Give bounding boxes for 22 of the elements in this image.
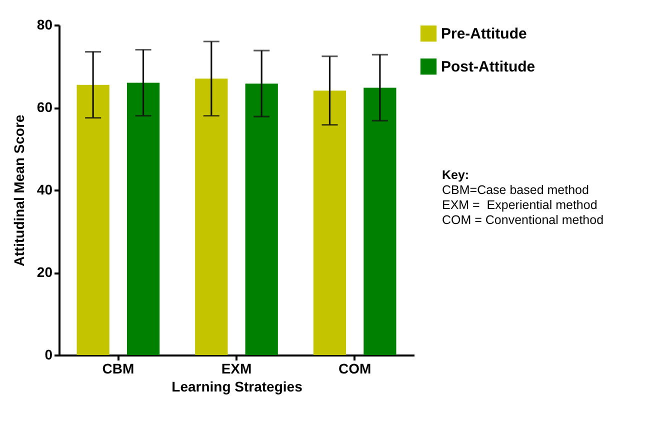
x-tick-label: EXM	[221, 360, 252, 376]
bar	[313, 90, 346, 355]
y-axis-title: Attitudinal Mean Score	[10, 114, 27, 266]
y-tick-label: 60	[36, 99, 53, 115]
bar	[195, 78, 228, 355]
legend-label: Post-Attitude	[441, 58, 536, 76]
text: EXM = Experiential method	[442, 198, 598, 213]
bar	[76, 84, 110, 355]
legend-label: Pre-Attitude	[441, 26, 527, 42]
x-tick-label: CBM	[102, 360, 134, 376]
y-tick-label: 20	[36, 264, 53, 280]
text: Key:	[442, 168, 470, 183]
bar	[245, 84, 278, 355]
y-tick-label: 0	[44, 346, 53, 362]
text: COM = Conventional method	[442, 213, 604, 228]
x-tick-label: COM	[338, 360, 372, 376]
bar	[364, 88, 396, 355]
bar	[126, 82, 160, 355]
y-tick-label: 40	[36, 182, 53, 198]
text: CBM=Case based method	[442, 183, 590, 198]
x-axis-title: Learning Strategies	[172, 378, 303, 394]
y-tick-label: 80	[36, 16, 53, 32]
